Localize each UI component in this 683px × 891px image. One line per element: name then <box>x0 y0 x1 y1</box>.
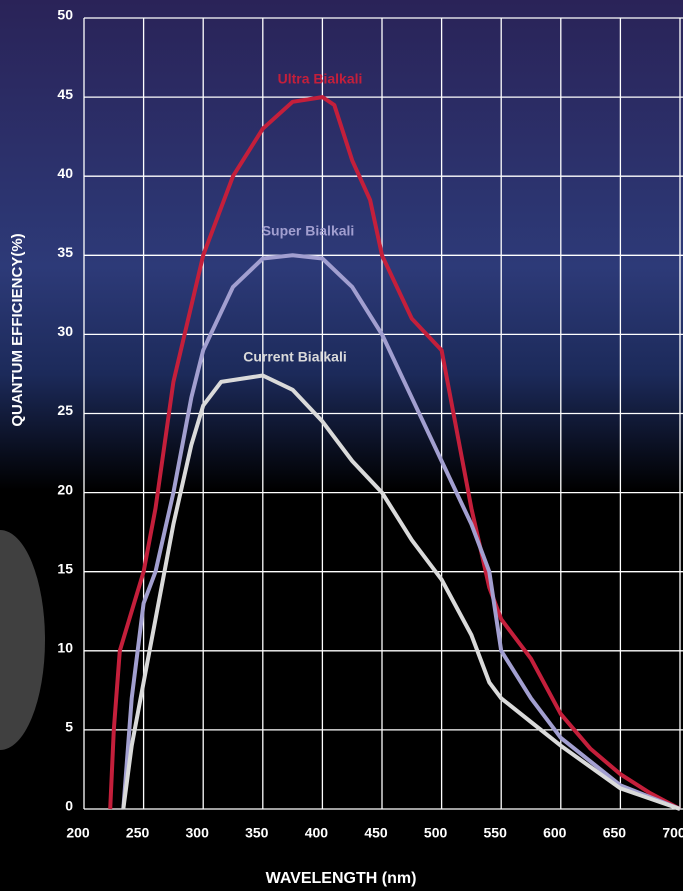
y-tick-label: 10 <box>57 640 73 656</box>
y-tick-label: 20 <box>57 481 73 497</box>
x-axis-title: WAVELENGTH (nm) <box>266 870 417 887</box>
tube-decoration <box>0 530 45 750</box>
series-line <box>121 253 681 811</box>
series-line <box>121 373 681 811</box>
x-tick-label: 700 <box>662 825 683 841</box>
series-label: Current Bialkali <box>243 349 346 365</box>
y-tick-label: 15 <box>57 560 73 576</box>
y-tick-label: 40 <box>57 165 73 181</box>
y-axis-title: QUANTUM EFFICIENCY(%) <box>9 233 26 426</box>
series-line <box>108 95 681 811</box>
x-tick-label: 400 <box>305 825 329 841</box>
x-tick-label: 500 <box>424 825 448 841</box>
x-tick-label: 600 <box>543 825 567 841</box>
x-tick-label: 550 <box>484 825 508 841</box>
y-tick-label: 0 <box>65 798 73 814</box>
y-tick-label: 35 <box>57 244 73 260</box>
x-tick-label: 200 <box>66 825 90 841</box>
y-tick-label: 25 <box>57 402 73 418</box>
x-tick-label: 250 <box>126 825 150 841</box>
x-tick-label: 450 <box>364 825 388 841</box>
x-tick-label: 300 <box>186 825 210 841</box>
y-tick-label: 5 <box>65 719 73 735</box>
series-label: Super Bialkali <box>262 223 355 239</box>
y-tick-label: 30 <box>57 323 73 339</box>
x-tick-label: 650 <box>603 825 627 841</box>
y-tick-label: 45 <box>57 86 73 102</box>
series-label: Ultra Bialkali <box>278 71 363 87</box>
x-tick-label: 350 <box>245 825 269 841</box>
y-tick-label: 50 <box>57 7 73 23</box>
